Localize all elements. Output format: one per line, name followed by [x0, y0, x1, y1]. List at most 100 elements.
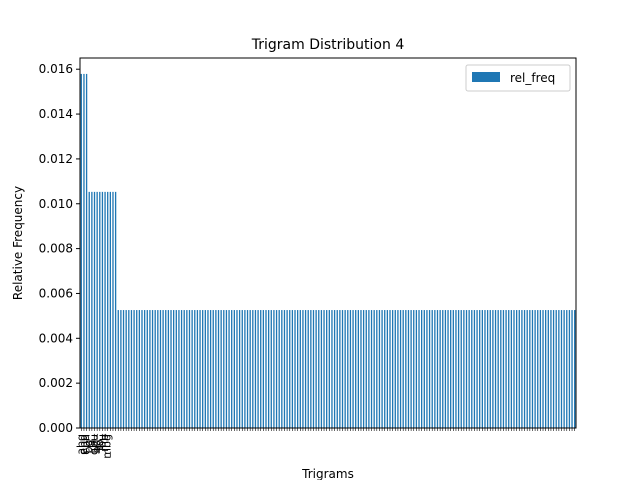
- bar: [407, 310, 410, 428]
- bar: [457, 310, 460, 428]
- bar: [88, 191, 90, 428]
- bar: [513, 310, 515, 428]
- bar: [149, 310, 151, 428]
- bar: [360, 310, 362, 428]
- bar: [555, 310, 557, 428]
- bar: [539, 310, 542, 428]
- bar: [165, 310, 167, 428]
- x-tick-label: abg: [74, 434, 87, 455]
- bar: [473, 310, 476, 428]
- bar: [252, 310, 254, 428]
- bar: [278, 310, 280, 428]
- bar: [352, 310, 354, 428]
- bar: [378, 310, 381, 428]
- bar: [421, 310, 423, 428]
- x-tick-label: lbu: [95, 434, 108, 451]
- bar: [194, 310, 196, 428]
- bar: [389, 310, 391, 428]
- bar: [207, 310, 209, 428]
- bar: [479, 310, 481, 428]
- y-axis-label: Relative Frequency: [11, 186, 25, 300]
- bar: [418, 310, 420, 428]
- bar: [486, 310, 489, 428]
- bar: [304, 310, 307, 428]
- bar: [505, 310, 507, 428]
- bar: [444, 310, 447, 428]
- bar: [434, 310, 436, 428]
- bar: [173, 310, 175, 428]
- y-tick-label: 0.000: [39, 421, 73, 435]
- bar: [130, 310, 133, 428]
- bar: [391, 310, 394, 428]
- bar: [96, 191, 98, 428]
- bar: [231, 310, 233, 428]
- y-tick-label: 0.006: [39, 286, 73, 300]
- bar: [508, 310, 510, 428]
- bar: [151, 310, 154, 428]
- bar: [289, 310, 291, 428]
- bar: [267, 310, 270, 428]
- bar: [362, 310, 365, 428]
- bar: [270, 310, 272, 428]
- bar: [376, 310, 378, 428]
- bar: [405, 310, 407, 428]
- bar: [526, 310, 528, 428]
- bar: [299, 310, 301, 428]
- bar: [307, 310, 309, 428]
- bar: [481, 310, 483, 428]
- x-tick-label: bg_: [82, 434, 95, 454]
- bar: [212, 310, 214, 428]
- bar: [574, 310, 576, 428]
- y-tick-label: 0.012: [39, 152, 73, 166]
- x-tick-label: lb_: [93, 434, 106, 450]
- bar: [547, 310, 549, 428]
- x-axis-label: Trigrams: [301, 467, 354, 480]
- bar: [107, 191, 109, 428]
- bar: [542, 310, 544, 428]
- bar: [370, 310, 373, 428]
- bar: [450, 310, 452, 428]
- bar: [328, 310, 330, 428]
- chart-title: Trigram Distribution 4: [251, 37, 405, 53]
- bar: [531, 310, 534, 428]
- bar: [143, 310, 146, 428]
- x-tick-label: bu_: [90, 434, 103, 454]
- bar: [552, 310, 555, 428]
- x-tick-label: _mb: [98, 434, 111, 458]
- bar: [568, 310, 571, 428]
- bar: [560, 310, 563, 428]
- bar: [550, 310, 552, 428]
- plot-frame: [79, 57, 577, 429]
- bar: [249, 310, 251, 428]
- bar: [318, 310, 320, 428]
- bar: [312, 310, 315, 428]
- bar: [209, 310, 212, 428]
- bar: [294, 310, 296, 428]
- y-tick-label: 0.002: [39, 376, 73, 390]
- bar: [141, 310, 143, 428]
- bar: [260, 310, 262, 428]
- bars-group: [80, 73, 576, 429]
- bar: [223, 310, 225, 428]
- bar: [468, 310, 470, 428]
- bar: [463, 310, 465, 428]
- bar: [196, 310, 199, 428]
- legend-label: rel_freq: [510, 71, 555, 85]
- bar: [365, 310, 367, 428]
- bar: [357, 310, 359, 428]
- bar: [157, 310, 159, 428]
- bar: [571, 310, 573, 428]
- bar: [112, 191, 114, 428]
- bar: [349, 310, 352, 428]
- bar: [114, 191, 117, 428]
- bar: [563, 310, 565, 428]
- bar: [286, 310, 288, 428]
- bar: [233, 310, 235, 428]
- x-tick-label: mbg: [101, 434, 114, 459]
- bar: [175, 310, 177, 428]
- bar: [402, 310, 404, 428]
- bar: [442, 310, 444, 428]
- bar: [225, 310, 228, 428]
- bar: [399, 310, 402, 428]
